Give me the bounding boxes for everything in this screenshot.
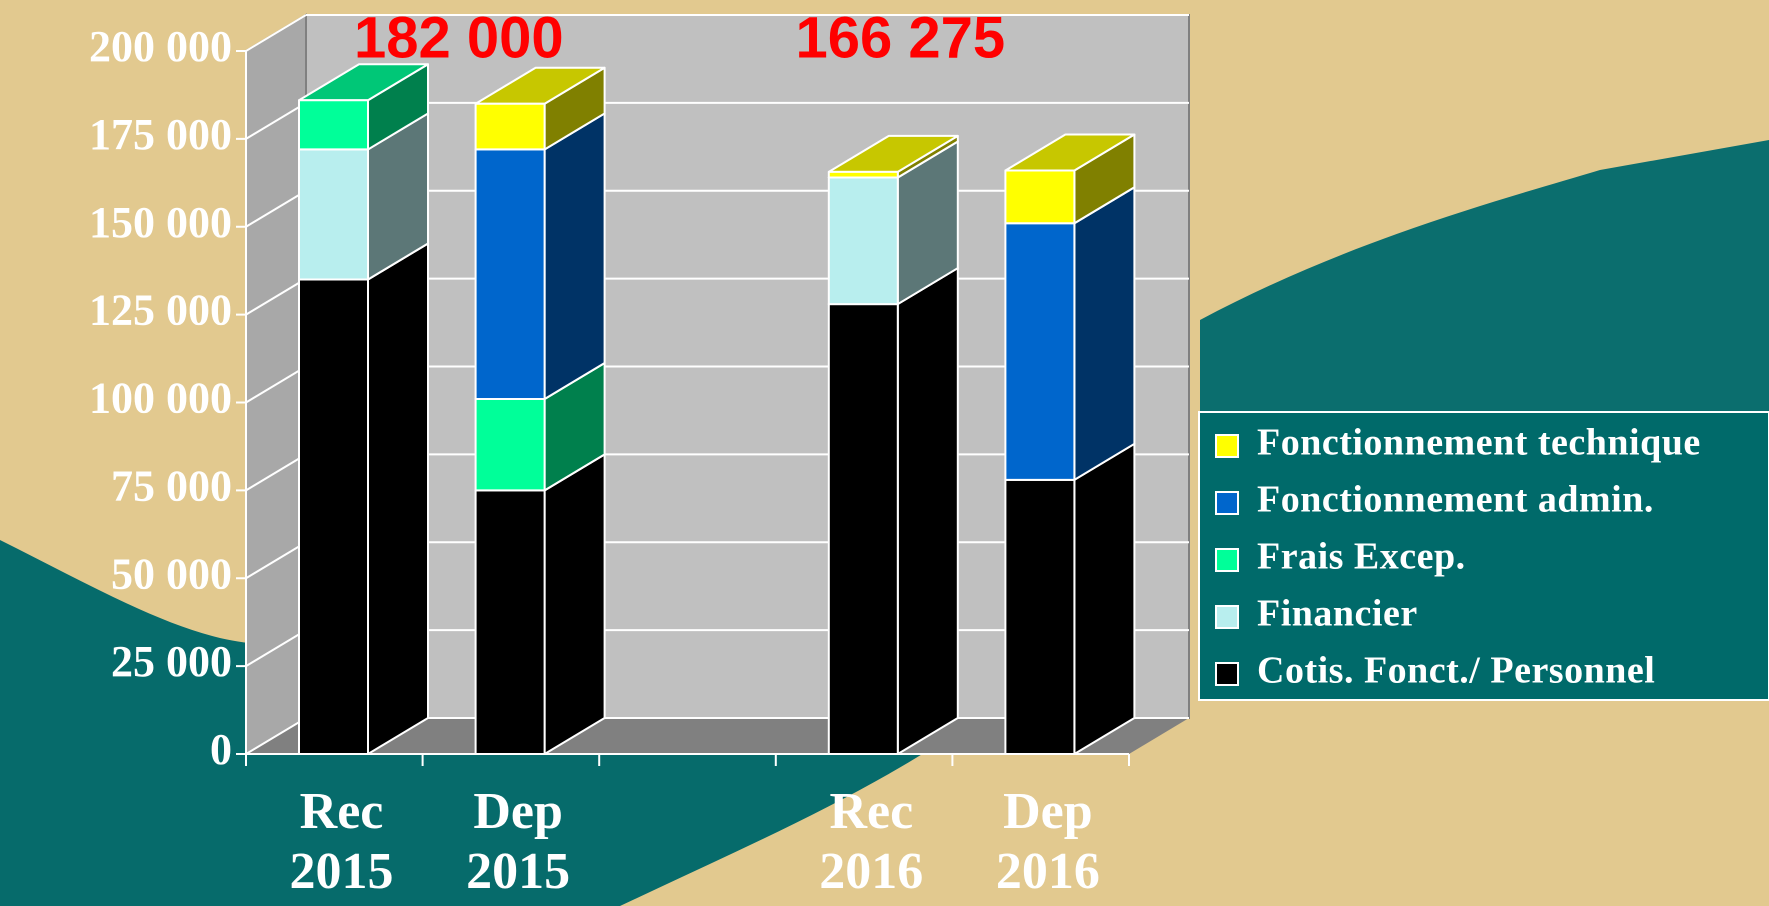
bar bbox=[474, 397, 546, 492]
bar-side bbox=[543, 453, 606, 755]
x-tick-label-line: 2016 bbox=[996, 843, 1100, 900]
legend: Fonctionnement technique Fonctionnement a… bbox=[1198, 411, 1769, 701]
bar bbox=[474, 489, 546, 755]
bar-segment bbox=[474, 453, 606, 755]
bar bbox=[474, 148, 546, 400]
bar bbox=[827, 170, 899, 179]
bar-segment bbox=[474, 66, 606, 151]
x-tick-label-line: Rec bbox=[300, 783, 384, 840]
x-tick-label-line: Rec bbox=[829, 783, 913, 840]
legend-box bbox=[1198, 411, 1769, 701]
decor-shape bbox=[1200, 140, 1769, 420]
y-tick-label: 175 000 bbox=[89, 110, 232, 159]
legend-swatch bbox=[1215, 491, 1239, 515]
y-tick-label: 50 000 bbox=[111, 549, 232, 598]
grid-line bbox=[245, 14, 307, 52]
bar-side bbox=[1073, 442, 1136, 755]
grid-line bbox=[245, 189, 307, 228]
grid-line bbox=[245, 629, 307, 667]
grid-line bbox=[245, 102, 307, 140]
bar bbox=[474, 102, 546, 151]
bar-segment bbox=[298, 63, 429, 151]
bar-segment bbox=[474, 112, 606, 400]
y-tick-label: 150 000 bbox=[89, 198, 232, 247]
legend-swatch bbox=[1215, 662, 1239, 686]
legend-label: Fonctionnement admin. bbox=[1257, 479, 1654, 521]
y-tick-label: 100 000 bbox=[89, 374, 232, 423]
annotation: 182 000 bbox=[354, 5, 564, 70]
bar-segment bbox=[827, 267, 959, 755]
bar-side bbox=[896, 267, 959, 755]
bar-side bbox=[1073, 186, 1136, 481]
x-tick-label-line: 2015 bbox=[466, 843, 570, 900]
bar-segment bbox=[827, 134, 959, 179]
legend-label: Financier bbox=[1257, 593, 1418, 635]
x-tick-label: Dep 2015 bbox=[466, 783, 570, 900]
y-tick-label: 125 000 bbox=[89, 286, 232, 335]
bar-segment bbox=[298, 242, 429, 755]
x-tick-label-line: 2016 bbox=[819, 843, 923, 900]
grid-line bbox=[245, 365, 307, 404]
bar-segment bbox=[1004, 186, 1136, 481]
x-tick-label: Rec 2016 bbox=[819, 783, 923, 900]
bar-side bbox=[367, 242, 429, 755]
bar bbox=[298, 148, 369, 281]
y-tick-label: 200 000 bbox=[89, 22, 232, 71]
grid-line bbox=[245, 541, 307, 580]
bar-side bbox=[543, 112, 606, 400]
x-tick-label: Rec 2015 bbox=[290, 783, 394, 900]
annotation: 166 275 bbox=[795, 5, 1005, 70]
grid-line bbox=[245, 277, 307, 316]
legend-swatch bbox=[1215, 434, 1239, 458]
bar-segment bbox=[298, 112, 429, 281]
x-tick-label-line: Dep bbox=[1003, 783, 1093, 840]
bar bbox=[298, 99, 369, 151]
legend-label: Fonctionnement technique bbox=[1257, 422, 1701, 464]
y-tick-label: 0 bbox=[210, 725, 232, 774]
x-tick-label-line: 2015 bbox=[290, 843, 394, 900]
y-tick-label: 75 000 bbox=[111, 461, 232, 510]
bar-segment bbox=[1004, 442, 1136, 755]
bar bbox=[827, 303, 899, 755]
grid-line bbox=[245, 717, 307, 755]
x-tick-label-line: Dep bbox=[473, 783, 563, 840]
grid-line bbox=[245, 453, 307, 492]
legend-swatch bbox=[1215, 548, 1239, 572]
bar-segment bbox=[1004, 133, 1136, 225]
bar bbox=[1004, 169, 1076, 225]
bar bbox=[827, 176, 899, 306]
x-tick-label: Dep 2016 bbox=[996, 783, 1100, 900]
legend-swatch bbox=[1215, 605, 1239, 629]
legend-label: Frais Excep. bbox=[1257, 536, 1466, 578]
bar bbox=[1004, 478, 1076, 755]
bar bbox=[1004, 222, 1076, 481]
bar bbox=[298, 278, 369, 755]
y-tick-label: 25 000 bbox=[111, 637, 232, 686]
legend-label: Cotis. Fonct./ Personnel bbox=[1257, 650, 1655, 692]
